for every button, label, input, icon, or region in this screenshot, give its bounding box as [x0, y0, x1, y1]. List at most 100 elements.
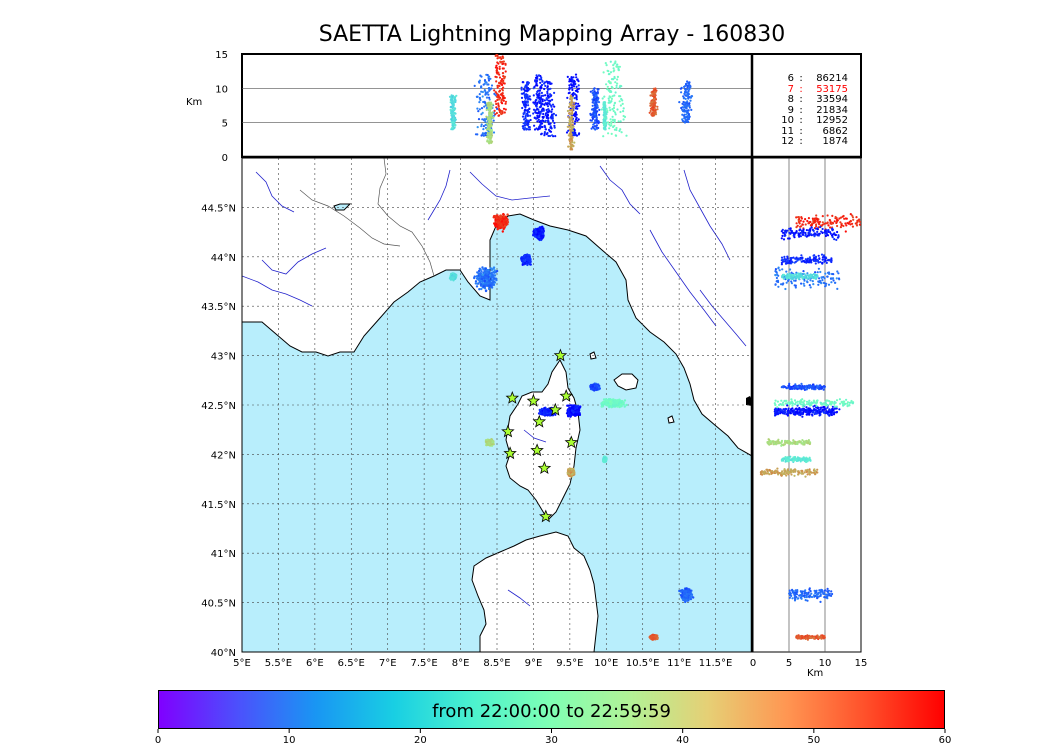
lightning-source-lon-alt	[542, 100, 544, 102]
lightning-source-lon-alt	[609, 107, 611, 109]
lightning-source-lon-alt	[615, 65, 617, 67]
lightning-source-lon-alt	[534, 117, 536, 119]
lightning-source-lon-alt	[505, 103, 507, 105]
lightning-source	[624, 405, 626, 407]
lightning-source-lon-alt	[612, 64, 614, 66]
lightning-source-lon-alt	[546, 117, 548, 119]
lightning-source-lon-alt	[544, 125, 546, 127]
lightning-source-lon-alt	[477, 126, 479, 128]
lightning-source	[502, 230, 504, 232]
lightning-source-lon-alt	[541, 84, 543, 86]
lightning-source-lon-alt	[487, 74, 489, 76]
lightning-source-lon-alt	[576, 79, 578, 81]
lightning-source	[680, 590, 682, 592]
lightning-source-lon-alt	[540, 133, 542, 135]
lightning-source	[503, 218, 505, 220]
lightning-source-lon-alt	[490, 137, 492, 139]
lightning-source	[491, 280, 493, 282]
lightning-source	[541, 408, 543, 410]
lightning-source-lon-alt	[611, 133, 613, 135]
lightning-source-lon-alt	[614, 62, 616, 64]
lightning-source	[501, 220, 503, 222]
lightning-source-lon-alt	[576, 98, 578, 100]
lightning-source-lon-alt	[453, 119, 455, 121]
lightning-source-lon-alt	[615, 87, 617, 89]
lightning-source-lon-alt	[490, 102, 492, 104]
lightning-source-lon-alt	[486, 97, 488, 99]
lightning-source-lon-alt	[610, 122, 612, 124]
lightning-source-lon-alt	[489, 111, 491, 113]
lightning-source	[683, 593, 685, 595]
lightning-source-lon-alt	[478, 118, 480, 120]
lightning-source-lon-alt	[489, 118, 491, 120]
lightning-source-lon-alt	[505, 101, 507, 103]
lightning-source-lon-alt	[535, 83, 537, 85]
lightning-source-lon-alt	[619, 100, 621, 102]
lightning-source-lon-alt	[550, 106, 552, 108]
lightning-source-lon-alt	[553, 92, 555, 94]
lightning-source-lon-alt	[493, 93, 495, 95]
lightning-source-lon-alt	[602, 97, 604, 99]
lightning-source-lon-alt	[527, 102, 529, 104]
lightning-source-lon-alt	[546, 97, 548, 99]
lightning-source-lon-alt	[539, 90, 541, 92]
lightning-source	[651, 637, 653, 639]
lightning-source-lon-alt	[491, 129, 493, 131]
lightning-source-lon-alt	[538, 119, 540, 121]
lightning-source	[528, 259, 530, 261]
lightning-source-lon-alt	[502, 95, 504, 97]
lightning-source-lon-alt	[613, 69, 615, 71]
lightning-source-lon-alt	[610, 118, 612, 120]
lightning-source-lon-alt	[547, 121, 549, 123]
lightning-source-lon-alt	[551, 99, 553, 101]
lightning-source-lon-alt	[616, 78, 618, 80]
lightning-source	[618, 401, 620, 403]
lightning-source-lon-alt	[485, 92, 487, 94]
lightning-source-lon-alt	[487, 141, 489, 143]
lightning-source-lon-alt	[614, 119, 616, 121]
lightning-source-lon-alt	[577, 103, 579, 105]
lightning-source	[476, 275, 478, 277]
lightning-source-lon-alt	[499, 90, 501, 92]
lightning-source	[567, 405, 569, 407]
lightning-source	[479, 274, 481, 276]
lightning-source-lon-alt	[496, 112, 498, 114]
lightning-source-lon-alt	[502, 57, 504, 59]
lightning-source	[504, 221, 506, 223]
lightning-source-lon-alt	[619, 95, 621, 97]
lightning-source-lon-alt	[484, 89, 486, 91]
lightning-source-lon-alt	[489, 129, 491, 131]
lightning-source	[479, 281, 481, 283]
lightning-source-lon-alt	[598, 114, 600, 116]
lightning-source-lon-alt	[590, 91, 592, 93]
lightning-source-lon-alt	[488, 106, 490, 108]
lightning-source-lon-alt	[538, 92, 540, 94]
lightning-source-lon-alt	[548, 129, 550, 131]
lightning-source-lon-alt	[623, 107, 625, 109]
lightning-source-lon-alt	[490, 125, 492, 127]
lightning-source-lon-alt	[543, 88, 545, 90]
lightning-source-lon-alt	[546, 81, 548, 83]
lightning-source-lon-alt	[487, 94, 489, 96]
lightning-source	[489, 284, 491, 286]
lightning-source	[594, 387, 596, 389]
lightning-source-lon-alt	[476, 96, 478, 98]
lightning-source	[624, 399, 626, 401]
lightning-source-lon-alt	[594, 113, 596, 115]
lightning-source	[534, 235, 536, 237]
lightning-source-lon-alt	[536, 127, 538, 129]
lightning-source	[538, 232, 540, 234]
lightning-source-lon-alt	[535, 99, 537, 101]
lightning-source	[482, 274, 484, 276]
lightning-source	[574, 405, 576, 407]
lightning-source-lon-alt	[542, 116, 544, 118]
lightning-source-lon-alt	[607, 132, 609, 134]
lightning-source-lon-alt	[480, 134, 482, 136]
lightning-source-lon-alt	[503, 67, 505, 69]
lightning-source-lon-alt	[598, 101, 600, 103]
lightning-source-lon-alt	[596, 128, 598, 130]
lightning-source	[610, 403, 612, 405]
lightning-source-lon-alt	[489, 108, 491, 110]
lightning-source-lon-alt	[526, 86, 528, 88]
